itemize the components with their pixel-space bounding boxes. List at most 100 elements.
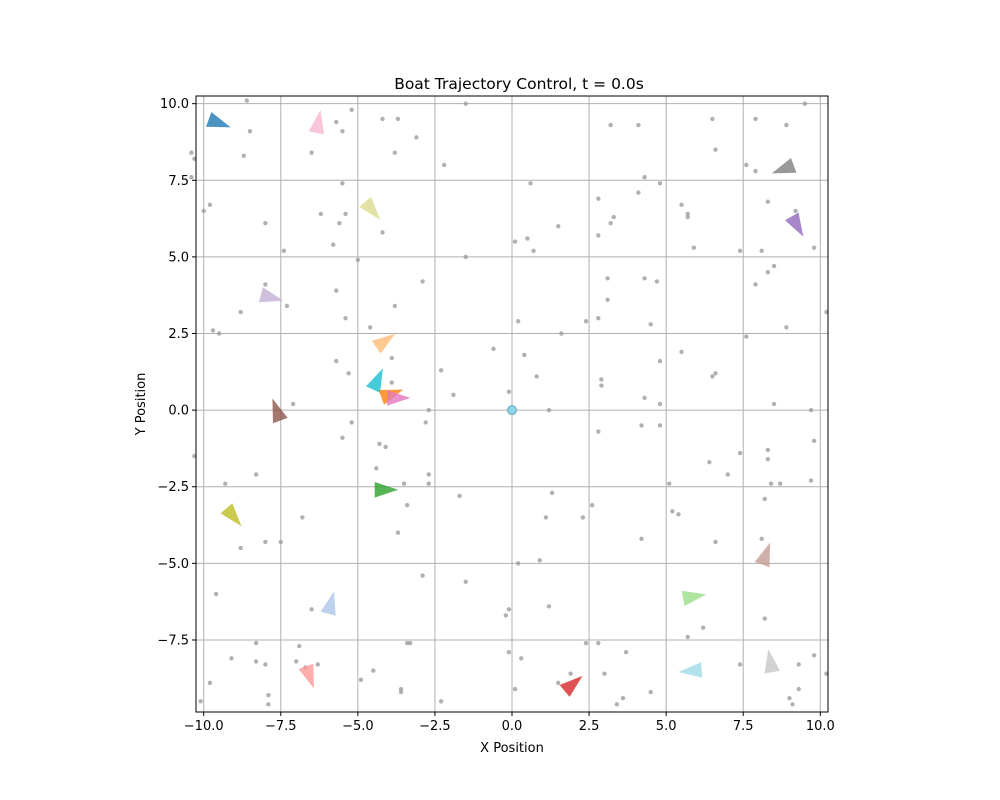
obstacle-point bbox=[802, 101, 808, 106]
boat-marker bbox=[387, 390, 411, 406]
obstacle-point bbox=[519, 656, 524, 661]
obstacle-point bbox=[753, 116, 758, 122]
obstacle-point bbox=[349, 107, 354, 112]
obstacle-point bbox=[408, 640, 413, 646]
x-tick-label: 10.0 bbox=[806, 719, 835, 734]
obstacle-point bbox=[713, 147, 718, 152]
obstacle-point bbox=[420, 573, 425, 578]
obstacle-point bbox=[790, 702, 795, 707]
obstacle-point bbox=[759, 248, 764, 253]
obstacle-point bbox=[614, 702, 620, 707]
obstacle-point bbox=[765, 456, 771, 462]
obstacle-point bbox=[796, 662, 801, 667]
obstacle-point bbox=[207, 202, 213, 207]
obstacle-point bbox=[244, 98, 250, 103]
obstacle-point bbox=[522, 352, 527, 358]
obstacle-point bbox=[642, 175, 647, 180]
obstacle-point bbox=[253, 659, 259, 664]
x-tick-label: −10.0 bbox=[184, 719, 224, 734]
obstacle-point bbox=[556, 224, 561, 229]
obstacle-point bbox=[290, 401, 296, 407]
obstacle-point bbox=[583, 319, 589, 324]
obstacle-point bbox=[580, 515, 586, 520]
obstacle-point bbox=[771, 263, 777, 269]
obstacle-point bbox=[334, 119, 339, 125]
obstacle-point bbox=[568, 671, 573, 676]
obstacle-point bbox=[737, 248, 743, 253]
obstacle-point bbox=[392, 303, 398, 309]
boat-marker bbox=[206, 112, 231, 128]
obstacle-point bbox=[457, 493, 462, 499]
obstacle-point bbox=[297, 643, 302, 649]
obstacle-point bbox=[599, 383, 604, 388]
obstacle-point bbox=[531, 248, 536, 253]
obstacle-point bbox=[278, 539, 283, 545]
boat-marker bbox=[754, 542, 771, 568]
obstacle-point bbox=[515, 319, 521, 324]
obstacle-point bbox=[787, 696, 792, 701]
obstacle-point bbox=[589, 502, 595, 508]
obstacle-point bbox=[253, 472, 259, 477]
obstacle-point bbox=[713, 539, 718, 545]
obstacle-point bbox=[546, 604, 552, 609]
obstacle-point bbox=[216, 331, 222, 336]
x-ticks: −10.0 −7.5 −5.0 −2.5 0.0 2.5 5.0 7.5 10.0 bbox=[184, 712, 835, 734]
obstacle-point bbox=[700, 625, 706, 630]
obstacle-point bbox=[389, 355, 394, 361]
obstacle-point bbox=[340, 435, 345, 440]
obstacle-point bbox=[546, 407, 552, 413]
obstacle-point bbox=[744, 334, 749, 339]
obstacle-point bbox=[343, 211, 348, 217]
obstacle-point bbox=[654, 279, 660, 284]
obstacle-point bbox=[679, 349, 684, 355]
obstacle-point bbox=[796, 686, 801, 692]
obstacle-point bbox=[463, 579, 468, 584]
boats bbox=[206, 109, 804, 697]
obstacle-point bbox=[596, 429, 601, 434]
obstacle-point bbox=[404, 502, 410, 508]
obstacle-point bbox=[284, 303, 290, 309]
obstacle-point bbox=[762, 496, 767, 502]
obstacle-point bbox=[213, 591, 219, 597]
obstacle-point bbox=[620, 696, 626, 701]
obstacle-point bbox=[765, 199, 771, 204]
obstacle-point bbox=[309, 607, 314, 612]
obstacle-point bbox=[374, 466, 379, 471]
obstacle-point bbox=[506, 389, 512, 394]
obstacle-point bbox=[707, 460, 712, 465]
obstacle-point bbox=[667, 481, 672, 486]
obstacle-point bbox=[648, 689, 653, 695]
boat-marker bbox=[308, 109, 325, 135]
x-tick-label: −2.5 bbox=[419, 719, 451, 734]
obstacle-point bbox=[537, 558, 542, 563]
y-tick-label: −2.5 bbox=[157, 480, 189, 495]
obstacle-point bbox=[765, 447, 771, 453]
chart-title: Boat Trajectory Control, t = 0.0s bbox=[394, 75, 644, 93]
obstacle-point bbox=[300, 515, 305, 520]
obstacle-point bbox=[676, 512, 681, 517]
obstacle-point bbox=[380, 230, 385, 235]
obstacle-point bbox=[238, 545, 243, 551]
boat-marker bbox=[272, 398, 288, 424]
obstacle-point bbox=[657, 181, 663, 186]
obstacle-point bbox=[713, 371, 718, 376]
y-tick-label: 7.5 bbox=[168, 174, 189, 189]
obstacle-point bbox=[608, 122, 613, 128]
obstacle-point bbox=[657, 401, 663, 407]
obstacle-point bbox=[201, 208, 206, 214]
obstacle-point bbox=[441, 162, 447, 168]
obstacle-point bbox=[266, 692, 271, 698]
obstacle-point bbox=[605, 297, 610, 303]
obstacle-point bbox=[266, 702, 271, 707]
y-tick-label: −7.5 bbox=[157, 633, 189, 648]
obstacle-point bbox=[639, 423, 644, 428]
obstacle-point bbox=[596, 233, 601, 238]
obstacle-point bbox=[596, 640, 601, 646]
obstacle-point bbox=[691, 245, 697, 250]
boat-marker bbox=[220, 503, 242, 527]
obstacle-point bbox=[404, 640, 410, 646]
boat-marker bbox=[320, 591, 336, 616]
obstacle-point bbox=[451, 392, 456, 398]
